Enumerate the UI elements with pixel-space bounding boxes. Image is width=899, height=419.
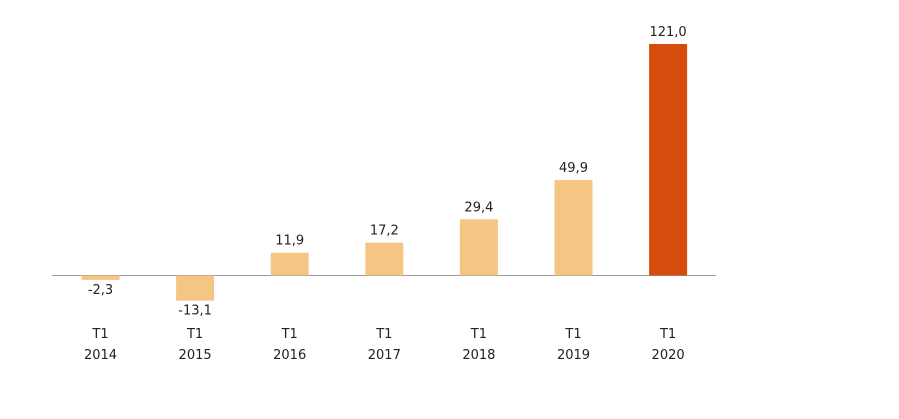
bar-5: [554, 180, 593, 276]
value-labels-group: -2,3 -13,1 11,9 17,2 29,4 49,9 121,0: [88, 25, 687, 319]
tick-label-3-line-1: 2017: [368, 348, 401, 363]
value-label-4: 29,4: [464, 200, 493, 215]
tick-label-4-line-0: T1: [470, 327, 487, 342]
value-label-5: 49,9: [559, 161, 588, 176]
tick-label-3-line-0: T1: [375, 327, 392, 342]
value-label-1: -13,1: [178, 304, 212, 319]
value-label-3: 17,2: [370, 224, 399, 239]
bar-0: [81, 275, 120, 280]
value-label-6: 121,0: [649, 25, 686, 40]
tick-label-4-line-1: 2018: [462, 348, 495, 363]
tick-label-2-line-1: 2016: [273, 348, 306, 363]
value-label-2: 11,9: [275, 234, 304, 249]
tick-label-1-line-1: 2015: [179, 348, 212, 363]
bar-4: [459, 219, 498, 276]
tick-label-1-line-0: T1: [186, 327, 203, 342]
value-label-0: -2,3: [88, 283, 113, 298]
tick-label-2-line-0: T1: [281, 327, 298, 342]
tick-label-0-line-1: 2014: [84, 348, 117, 363]
tick-label-5-line-0: T1: [564, 327, 581, 342]
tick-label-6-line-1: 2020: [652, 348, 685, 363]
bars-group: [81, 44, 688, 301]
x-tick-labels-group: T1 2014 T1 2015 T1 2016 T1 2017 T1 2018 T1 2019 T1 20…: [84, 327, 685, 363]
tick-label-0-line-0: T1: [91, 327, 108, 342]
bar-2: [270, 252, 309, 276]
bar-6: [649, 44, 688, 276]
tick-label-5-line-1: 2019: [557, 348, 590, 363]
tick-label-6-line-0: T1: [659, 327, 676, 342]
bar-1: [176, 275, 215, 301]
bar-3: [365, 242, 404, 276]
